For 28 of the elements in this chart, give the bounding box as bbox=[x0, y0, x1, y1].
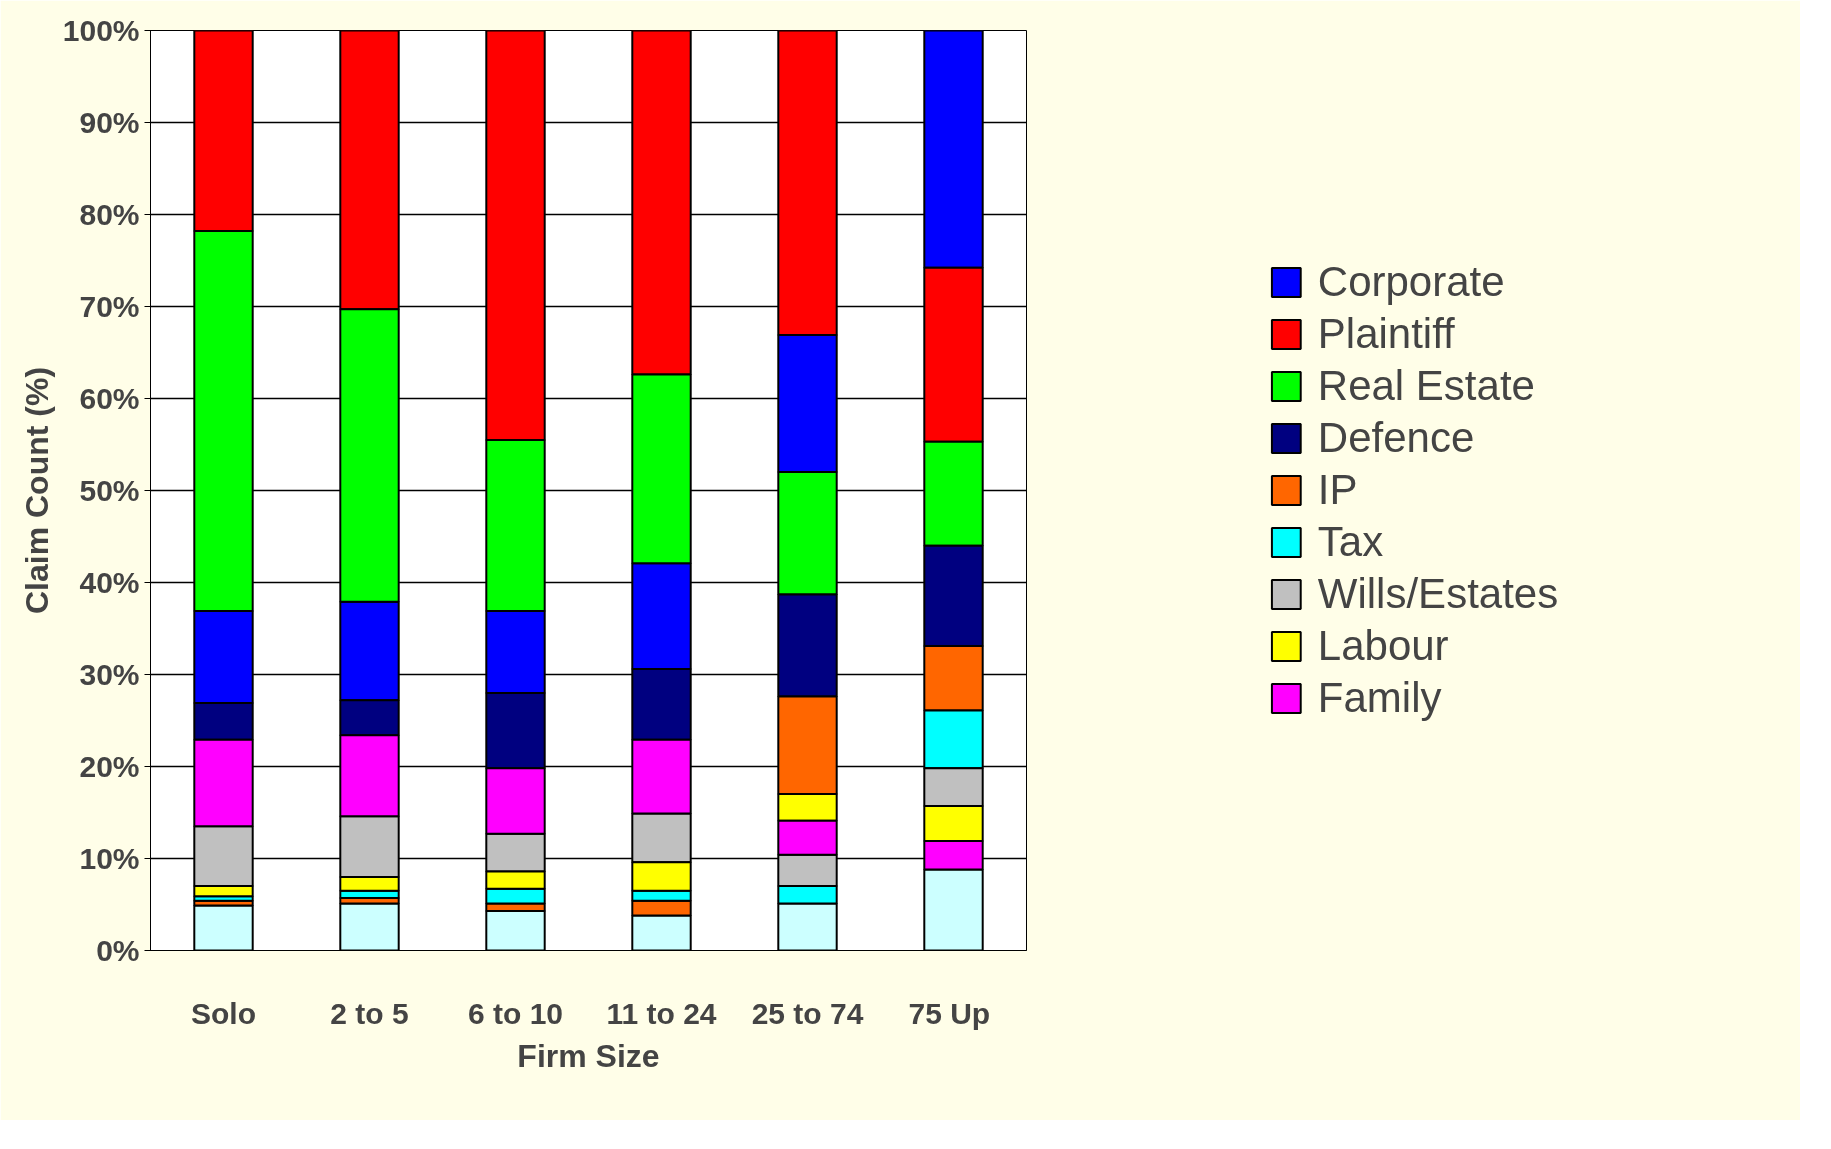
x-tick-label: 25 to 74 bbox=[751, 996, 864, 1030]
y-tick-label: 0% bbox=[96, 934, 140, 967]
legend-label: Corporate bbox=[1317, 258, 1505, 306]
x-tick-label: 11 to 24 bbox=[606, 996, 717, 1030]
y-tick-label: 80% bbox=[79, 198, 140, 231]
legend-label: Real Estate bbox=[1317, 362, 1535, 410]
legend-label: Plaintiff bbox=[1317, 310, 1455, 358]
y-tick-label: 90% bbox=[79, 106, 140, 139]
legend-label: Tax bbox=[1317, 518, 1384, 566]
y-tick-label: 50% bbox=[79, 474, 140, 507]
legend-label: Defence bbox=[1317, 414, 1475, 462]
x-tick-label: 2 to 5 bbox=[330, 996, 409, 1030]
x-tick-label: 75 Up bbox=[908, 996, 991, 1030]
x-tick-label: 6 to 10 bbox=[467, 996, 564, 1030]
legend-label: IP bbox=[1317, 466, 1358, 514]
legend-label: Wills/Estates bbox=[1317, 570, 1559, 618]
y-tick-label: 20% bbox=[79, 750, 140, 783]
legend-label: Labour bbox=[1317, 622, 1449, 670]
legend-label: Family bbox=[1317, 674, 1442, 722]
y-tick-label: 40% bbox=[79, 566, 140, 599]
y-tick-label: 60% bbox=[79, 382, 140, 415]
y-axis-title: Claim Count (%) bbox=[18, 366, 55, 615]
y-tick-label: 100% bbox=[62, 14, 140, 47]
x-axis-title: Firm Size bbox=[517, 1037, 660, 1074]
y-tick-label: 70% bbox=[79, 290, 140, 323]
y-tick-label: 10% bbox=[79, 842, 140, 875]
y-tick-label: 30% bbox=[79, 658, 140, 691]
x-tick-label: Solo bbox=[191, 996, 256, 1030]
